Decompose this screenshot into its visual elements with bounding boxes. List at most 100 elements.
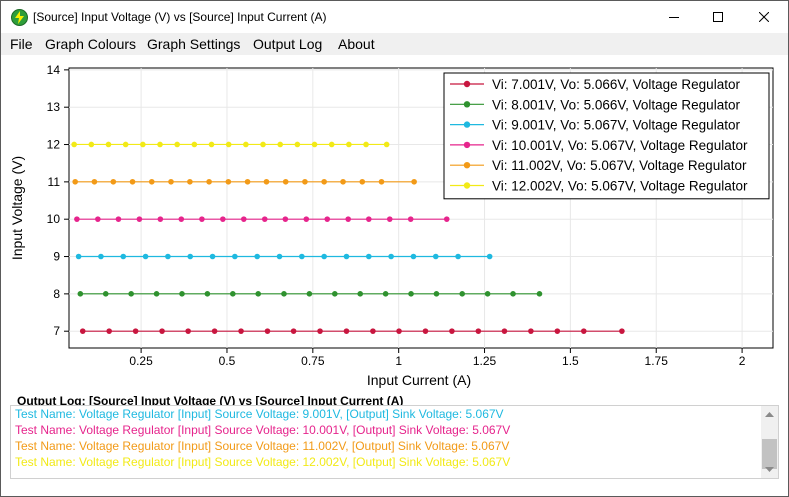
data-point: [411, 178, 417, 185]
log-line: Test Name: Voltage Regulator [Input] Sou…: [15, 455, 511, 469]
data-point: [179, 291, 185, 297]
y-tick-label: 13: [47, 100, 61, 114]
data-point: [282, 178, 289, 185]
data-point: [206, 178, 212, 185]
data-point: [168, 178, 174, 185]
data-point: [407, 216, 414, 222]
data-point: [382, 291, 389, 297]
data-point: [277, 141, 284, 148]
legend-label: Vi: 11.002V, Vo: 5.067V, Voltage Regulat…: [492, 158, 747, 173]
data-point: [484, 291, 491, 297]
voltage-current-chart[interactable]: 0.25 0.5 0.75 1 1.25 1.5 1.75 2 7 8 9 10 11 12 13 14 In…: [1, 55, 788, 391]
data-point: [238, 328, 244, 334]
y-tick-label: 12: [47, 138, 61, 152]
output-log-box[interactable]: Test Name: Voltage Regulator [Input] Sou…: [10, 405, 779, 479]
data-point: [71, 141, 77, 148]
data-point: [232, 253, 238, 260]
data-point: [115, 216, 122, 222]
data-point: [311, 141, 318, 148]
scroll-down-arrow-icon[interactable]: [761, 461, 778, 478]
scroll-thumb[interactable]: [762, 439, 777, 469]
legend-label: Vi: 8.001V, Vo: 5.066V, Voltage Regulato…: [492, 97, 740, 112]
legend-item: Vi: 12.002V, Vo: 5.067V, Voltage Regulat…: [450, 179, 748, 194]
data-point: [263, 178, 270, 185]
legend-label: Vi: 10.001V, Vo: 5.067V, Voltage Regulat…: [492, 138, 748, 153]
scroll-up-arrow-icon[interactable]: [761, 406, 778, 423]
data-point: [75, 253, 82, 260]
legend-label: Vi: 9.001V, Vo: 5.067V, Voltage Regulato…: [492, 118, 740, 133]
data-point: [225, 141, 232, 148]
data-point: [432, 253, 439, 260]
data-point: [359, 178, 366, 185]
y-tick-label: 14: [47, 63, 61, 77]
data-point: [199, 216, 205, 222]
data-point: [433, 291, 440, 297]
data-point: [91, 178, 98, 185]
legend-item: Vi: 7.001V, Vo: 5.066V, Voltage Regulato…: [450, 77, 740, 92]
menu-bar: File Graph Colours Graph Settings Output…: [1, 33, 788, 55]
data-point: [501, 328, 508, 334]
chart-area: 0.25 0.5 0.75 1 1.25 1.5 1.75 2 7 8 9 10 11 12 13 14 In…: [1, 55, 788, 391]
x-tick-label: 1.5: [562, 354, 579, 368]
data-point: [140, 141, 146, 148]
log-line: Test Name: Voltage Regulator [Input] Sou…: [15, 423, 511, 437]
menu-file[interactable]: File: [10, 36, 33, 52]
legend-swatch-marker: [463, 121, 471, 128]
log-line: Test Name: Voltage Regulator [Input] Sou…: [15, 407, 504, 421]
title-bar[interactable]: [Source] Input Voltage (V) vs [Source] I…: [1, 1, 788, 33]
data-point: [148, 178, 155, 185]
data-point: [366, 216, 372, 222]
data-point: [282, 216, 289, 222]
x-tick-label: 0.5: [219, 354, 236, 368]
close-icon: [759, 12, 769, 22]
data-point: [321, 178, 327, 185]
y-tick-label: 11: [48, 175, 61, 189]
axis-ticks: 0.25 0.5 0.75 1 1.25 1.5 1.75 2 7 8 9 10 11 12 13 14: [47, 63, 746, 368]
data-point: [386, 216, 393, 222]
menu-graph-settings[interactable]: Graph Settings: [147, 36, 241, 52]
data-point: [240, 216, 247, 222]
log-line: Test Name: Voltage Regulator [Input] Sou…: [15, 439, 510, 453]
data-point: [396, 328, 402, 334]
data-point: [619, 328, 625, 334]
data-point: [178, 216, 185, 222]
y-axis-label: Input Voltage (V): [9, 156, 25, 260]
minimize-button[interactable]: [651, 1, 697, 33]
data-point: [294, 141, 301, 148]
output-log-panel: Output Log: [Source] Input Voltage (V) v…: [1, 391, 788, 496]
data-point: [276, 253, 283, 260]
legend-swatch-marker: [463, 141, 471, 149]
data-point: [157, 216, 164, 222]
menu-output-log[interactable]: Output Log: [253, 36, 323, 52]
y-tick-label: 9: [53, 250, 60, 264]
menu-about[interactable]: About: [338, 36, 375, 52]
menu-graph-colours[interactable]: Graph Colours: [45, 36, 137, 52]
x-tick-label: 0.75: [301, 354, 325, 368]
data-point: [536, 291, 543, 297]
data-point: [209, 253, 216, 260]
data-point: [324, 216, 331, 222]
data-point: [346, 141, 352, 148]
data-point: [321, 253, 327, 260]
data-point: [244, 178, 251, 185]
legend-item: Vi: 9.001V, Vo: 5.067V, Voltage Regulato…: [450, 118, 740, 133]
log-scrollbar[interactable]: [761, 406, 778, 478]
data-point: [306, 291, 313, 297]
data-point: [136, 216, 143, 222]
legend-swatch-marker: [463, 162, 471, 169]
data-point: [98, 253, 104, 260]
data-point: [120, 253, 127, 260]
data-point: [299, 253, 305, 260]
data-point: [510, 291, 516, 297]
data-point: [185, 328, 191, 334]
x-tick-label: 2: [739, 354, 746, 368]
maximize-icon: [713, 12, 723, 22]
close-button[interactable]: [741, 1, 787, 33]
legend: Vi: 7.001V, Vo: 5.066V, Voltage Regulato…: [443, 72, 770, 200]
maximize-button[interactable]: [695, 1, 741, 33]
legend-swatch-marker: [463, 101, 471, 108]
data-point: [72, 178, 78, 185]
data-point: [370, 328, 376, 334]
data-point: [332, 291, 338, 297]
